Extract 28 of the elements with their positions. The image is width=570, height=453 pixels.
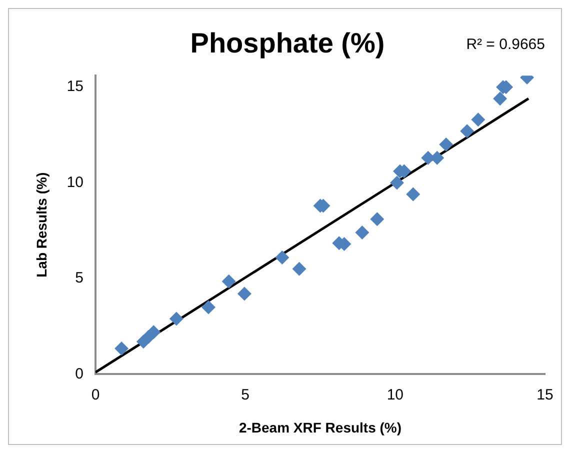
point <box>471 112 486 127</box>
x-tick-label: 0 <box>91 386 100 404</box>
point <box>237 286 252 301</box>
point <box>493 92 508 106</box>
y-tick-label: 15 <box>66 78 84 96</box>
point <box>146 325 161 340</box>
x-axis-title: 2-Beam XRF Results (%) <box>238 419 402 436</box>
y-axis-title: Lab Results (%) <box>33 172 50 278</box>
point <box>292 262 306 276</box>
y-tick-label: 0 <box>75 365 84 382</box>
point <box>460 124 474 138</box>
y-tick-label: 10 <box>66 174 84 191</box>
x-tick-label: 5 <box>241 386 250 404</box>
x-tick-label: 10 <box>386 386 404 404</box>
point <box>355 226 370 240</box>
x-tick-label: 15 <box>536 386 554 404</box>
y-tick-label: 5 <box>75 270 84 287</box>
point <box>201 300 216 314</box>
point <box>169 312 184 326</box>
text: R² = 0.9665 <box>466 36 545 54</box>
point <box>439 138 454 152</box>
point <box>370 212 384 226</box>
point <box>275 250 290 264</box>
point <box>222 274 236 288</box>
point <box>114 342 129 356</box>
chart-title: Phosphate (%) <box>190 28 385 59</box>
point <box>406 187 420 202</box>
point <box>390 176 404 190</box>
